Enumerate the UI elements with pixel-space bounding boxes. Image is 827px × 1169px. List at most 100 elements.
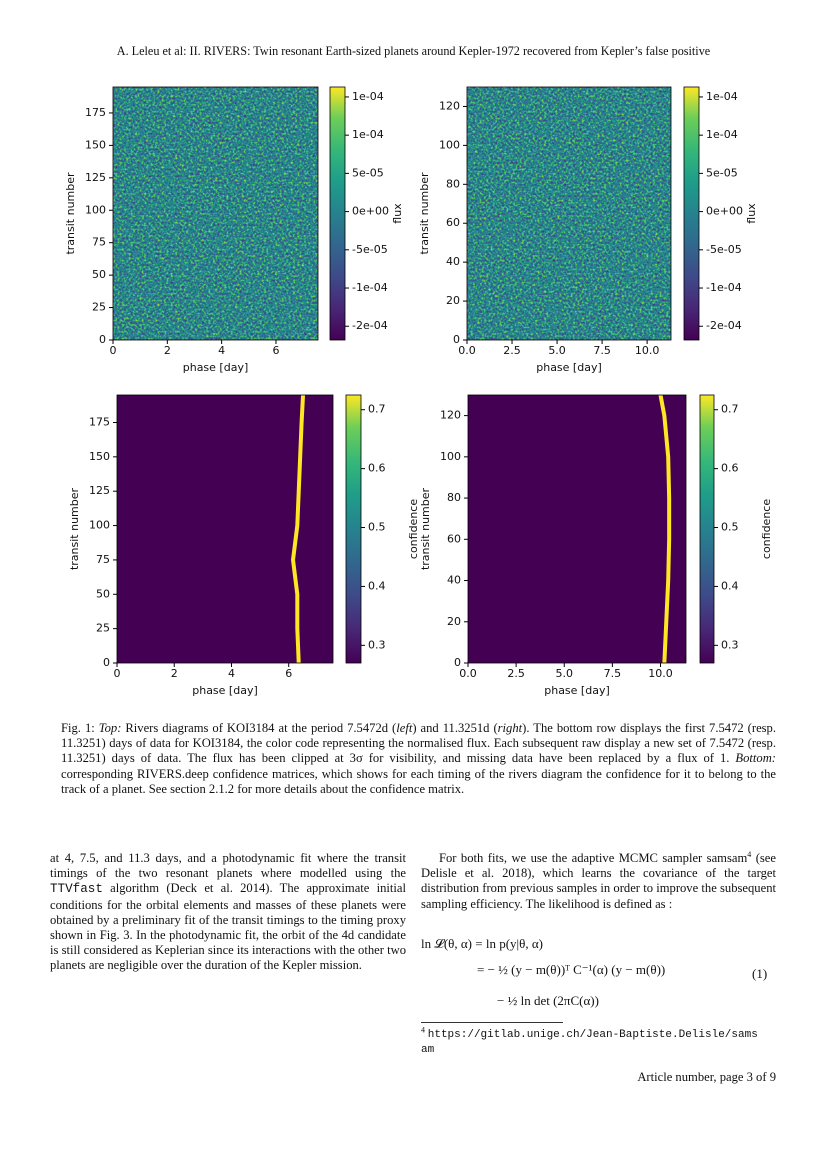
equation-line: = − ½ (y − m(θ))ᵀ C⁻¹(α) (y − m(θ)) — [477, 962, 666, 977]
paragraph-text: For both fits, we use the adaptive MCMC … — [439, 851, 748, 865]
colorbar-label: flux — [391, 203, 404, 224]
paragraph-text: (see Delisle et al. 2018), which learns … — [421, 851, 776, 911]
colorbar-tick-label: 0.5 — [368, 521, 386, 534]
colorbar-tick-label: 0e+00 — [706, 205, 743, 218]
caption-text: ) and 11.3251d ( — [412, 721, 498, 735]
y-axis-label: transit number — [418, 172, 431, 255]
colorbar-label: flux — [745, 203, 758, 224]
colorbar-tick-label: -1e-04 — [352, 281, 388, 294]
colorbar-label: confidence — [760, 499, 773, 559]
colorbar-tick-label: 5e-05 — [352, 166, 384, 179]
footnote-mark: 4 — [421, 1025, 425, 1035]
colorbar-label: confidence — [407, 499, 420, 559]
x-tick-label: 0 — [110, 344, 117, 357]
colorbar-tick-label: 1e-04 — [352, 128, 384, 141]
y-tick-label: 120 — [440, 409, 461, 422]
caption-text: Rivers diagrams of KOI3184 at the period… — [121, 721, 397, 735]
colorbar-tick-label: 1e-04 — [352, 90, 384, 103]
colorbar-tick-label: -5e-05 — [706, 243, 742, 256]
colorbar-tick-label: 0e+00 — [352, 205, 389, 218]
colorbar-tick-label: 1e-04 — [706, 90, 738, 103]
y-tick-label: 0 — [453, 333, 460, 346]
planet-track — [658, 394, 672, 664]
x-tick-label: 10.0 — [635, 344, 660, 357]
colorbar-tick-label: 5e-05 — [706, 166, 738, 179]
y-tick-label: 150 — [85, 138, 106, 151]
plot-frame — [112, 86, 319, 341]
footnote: 4 https://gitlab.unige.ch/Jean-Baptiste.… — [421, 1025, 761, 1057]
y-tick-label: 0 — [99, 333, 106, 346]
y-tick-label: 100 — [85, 203, 106, 216]
x-tick-label: 0 — [114, 667, 121, 680]
plot-frame — [467, 394, 687, 664]
x-tick-label: 4 — [218, 344, 225, 357]
colorbar-tick-label: -5e-05 — [352, 243, 388, 256]
colorbar-tick-label: 1e-04 — [706, 128, 738, 141]
x-tick-label: 2.5 — [507, 667, 525, 680]
footnote-ref: 4 — [747, 849, 752, 859]
x-tick-label: 5.0 — [548, 344, 566, 357]
y-tick-label: 150 — [89, 450, 110, 463]
colorbar — [683, 86, 700, 341]
heatmap-background — [468, 395, 686, 663]
caption-text: ). The bottom row displays the first 7.5… — [61, 721, 777, 766]
y-tick-label: 175 — [85, 106, 106, 119]
colorbar — [345, 394, 362, 664]
equation-number: (1) — [752, 966, 768, 981]
y-tick-label: 75 — [92, 236, 106, 249]
y-tick-label: 60 — [447, 532, 461, 545]
y-tick-label: 0 — [454, 656, 461, 669]
y-axis-label: transit number — [68, 487, 81, 570]
x-tick-label: 2.5 — [503, 344, 521, 357]
y-tick-label: 100 — [439, 138, 460, 151]
left-column: at 4, 7.5, and 11.3 days, and a photodyn… — [50, 851, 406, 974]
paragraph-text: algorithm (Deck et al. 2014). The approx… — [50, 881, 406, 973]
caption-italic: Bottom: — [735, 751, 776, 766]
y-tick-label: 50 — [92, 268, 106, 281]
y-tick-label: 100 — [89, 519, 110, 532]
heatmap-noise — [113, 87, 318, 340]
code-text: TTVfast — [50, 882, 103, 897]
colorbar — [699, 394, 715, 664]
colorbar-tick-label: 0.3 — [721, 638, 739, 651]
y-tick-label: 175 — [89, 415, 110, 428]
footnote-rule — [421, 1022, 563, 1023]
y-tick-label: 40 — [446, 255, 460, 268]
x-tick-label: 6 — [272, 344, 279, 357]
x-axis-label: phase [day] — [536, 361, 602, 374]
caption-label: Fig. 1: — [61, 721, 99, 735]
y-tick-label: 25 — [96, 622, 110, 635]
y-tick-label: 125 — [89, 484, 110, 497]
y-tick-label: 80 — [447, 491, 461, 504]
y-tick-label: 60 — [446, 216, 460, 229]
caption-italic: Top: — [98, 721, 122, 735]
plot-frame — [116, 394, 334, 664]
figure-caption: Fig. 1: Top: Rivers diagrams of KOI3184 … — [61, 721, 776, 797]
colorbar-tick-label: 0.4 — [368, 579, 386, 592]
colorbar-tick-label: 0.5 — [721, 521, 739, 534]
equation-line: ln 𝓛(θ, α) = ln p(y|θ, α) — [421, 936, 544, 951]
y-tick-label: 75 — [96, 553, 110, 566]
y-tick-label: 125 — [85, 171, 106, 184]
y-tick-label: 80 — [446, 177, 460, 190]
y-tick-label: 120 — [439, 99, 460, 112]
x-tick-label: 6 — [285, 667, 292, 680]
footnote-url[interactable]: https://gitlab.unige.ch/Jean-Baptiste.De… — [421, 1029, 758, 1056]
page-footer: Article number, page 3 of 9 — [637, 1070, 776, 1084]
y-tick-label: 50 — [96, 587, 110, 600]
x-tick-label: 7.5 — [593, 344, 611, 357]
planet-track — [290, 394, 306, 664]
x-axis-label: phase [day] — [544, 684, 610, 697]
y-tick-label: 25 — [92, 301, 106, 314]
colorbar-tick-label: 0.3 — [368, 638, 386, 651]
right-column: For both fits, we use the adaptive MCMC … — [421, 849, 776, 912]
colorbar-tick-label: 0.7 — [721, 403, 739, 416]
x-tick-label: 2 — [171, 667, 178, 680]
caption-italic: left — [396, 721, 413, 735]
x-tick-label: 2 — [164, 344, 171, 357]
colorbar — [329, 86, 346, 341]
x-tick-label: 10.0 — [648, 667, 673, 680]
colorbar-tick-label: 0.7 — [368, 403, 386, 416]
colorbar-tick-label: 0.4 — [721, 579, 739, 592]
